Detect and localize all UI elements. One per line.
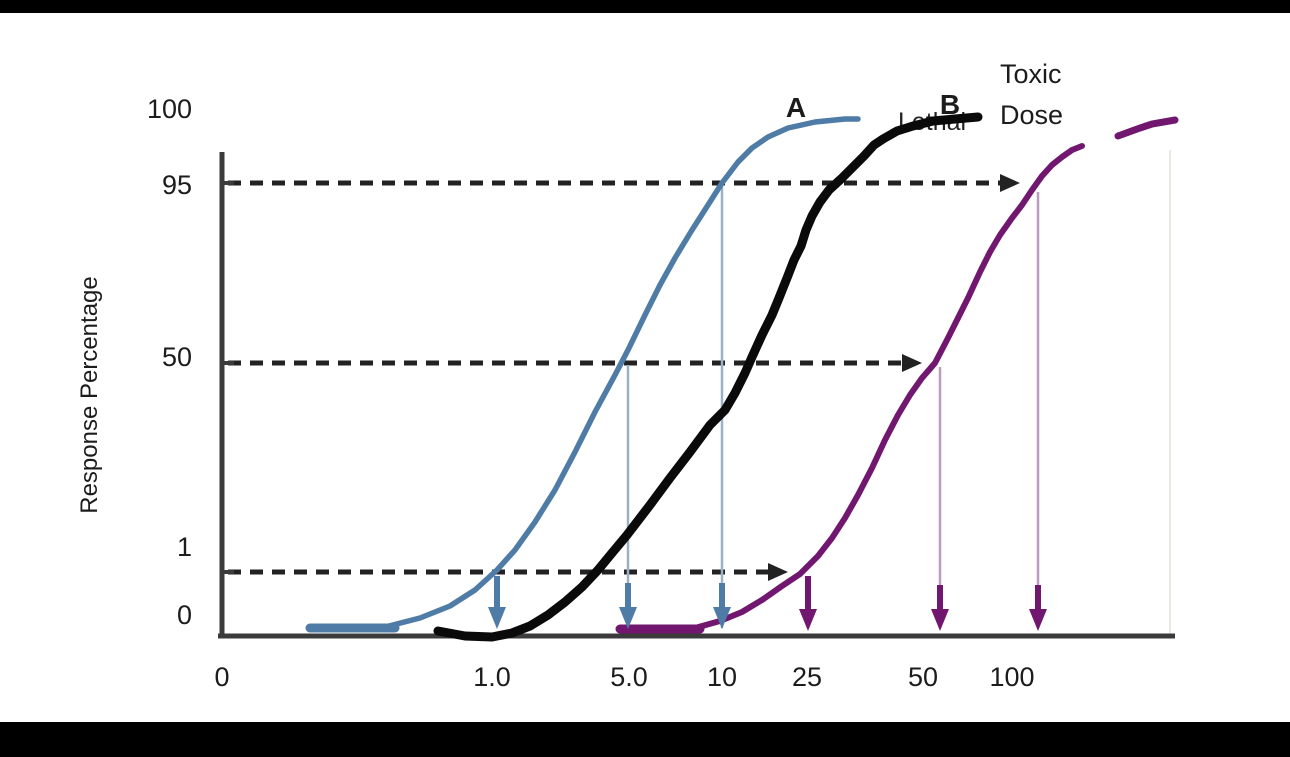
y-tick-label-0: 0 (177, 600, 192, 630)
x-tick-label-25: 25 (792, 662, 822, 692)
toxic-dose-label-line2: Dose (1000, 100, 1063, 130)
x-tick-label-50: 50 (908, 662, 938, 692)
right-arrowhead-1pct (768, 563, 788, 581)
down-arrowhead-25 (799, 609, 817, 631)
x-tick-label-10: 10 (707, 662, 737, 692)
right-arrowhead-50pct (902, 354, 922, 372)
y-axis-title: Response Percentage (76, 276, 103, 514)
top-letterbox-bar (0, 0, 1290, 13)
down-arrowhead-10 (713, 607, 731, 629)
right-arrowhead-95pct (1000, 174, 1020, 192)
toxic-dose-label-line1: Toxic (1000, 59, 1062, 89)
y-tick-label-95: 95 (162, 170, 192, 200)
x-tick-label-100: 100 (989, 662, 1034, 692)
toxic-curve-top-segment (1114, 116, 1179, 140)
x-tick-label-0: 0 (214, 662, 229, 692)
y-tick-label-1: 1 (177, 532, 192, 562)
x-tick-label-5.0: 5.0 (610, 662, 648, 692)
curve-a-path (382, 116, 861, 630)
x-tick-label-1.0: 1.0 (473, 662, 511, 692)
down-arrowhead-100 (1029, 609, 1047, 631)
toxic-curve-path (692, 143, 1085, 631)
y-tick-label-100: 100 (147, 94, 192, 124)
curve-b-label: B (940, 89, 960, 120)
curve-a-label: A (786, 92, 806, 123)
curve-b-path (433, 112, 983, 642)
bottom-letterbox-bar (0, 722, 1290, 757)
y-tick-label-50: 50 (162, 342, 192, 372)
down-arrowhead-1 (488, 607, 506, 629)
down-arrowhead-50 (931, 609, 949, 631)
down-arrowhead-5 (619, 607, 637, 629)
